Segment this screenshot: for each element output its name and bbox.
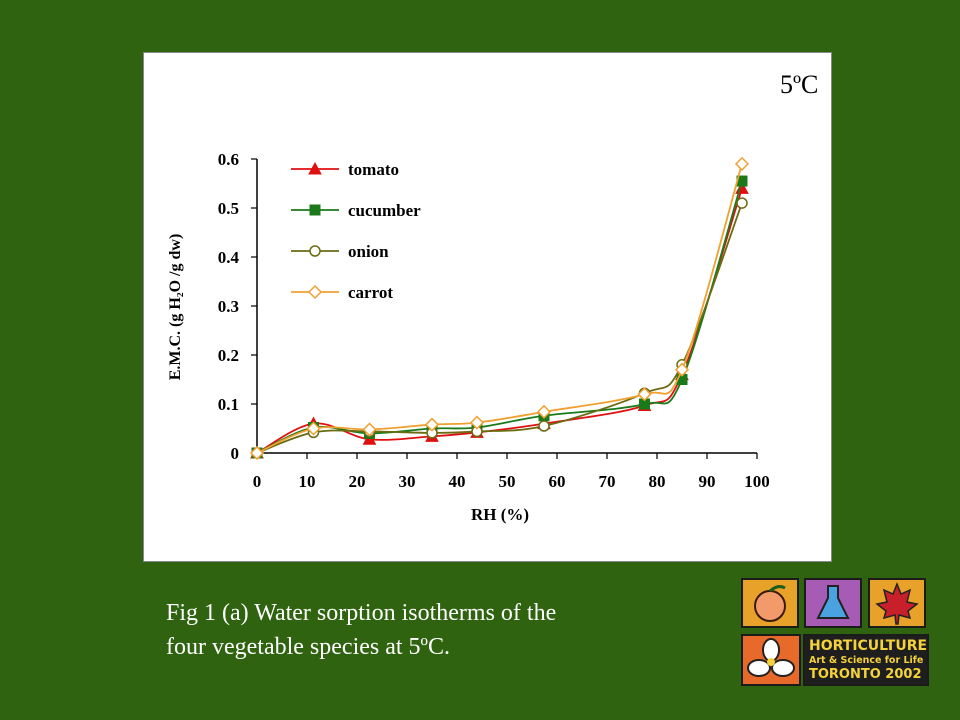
legend-label: tomato (348, 160, 399, 179)
data-point-carrot (536, 404, 552, 419)
legend-item-carrot: carrot (291, 283, 393, 302)
data-point-carrot (469, 415, 485, 430)
logo-text-band: HORTICULTURE Art & Science for Life TORO… (803, 634, 929, 686)
caption-line-1: Fig 1 (a) Water sorption isotherms of th… (166, 600, 557, 626)
series-line-cucumber (256, 180, 743, 454)
data-point-carrot (674, 362, 690, 377)
maple-leaf-icon (868, 578, 926, 628)
chart-axes: 0 10 20 30 40 50 60 70 80 90 100 0 0.1 0.2 0.3 0.4 0.5 0.… (218, 150, 770, 491)
series-carrot (249, 156, 750, 461)
x-tick-label: 20 (349, 472, 366, 491)
data-point-carrot (249, 445, 265, 461)
x-tick-label: 0 (253, 472, 262, 491)
peach-icon (741, 578, 799, 628)
legend-label: cucumber (348, 201, 421, 220)
legend-marker (309, 245, 321, 257)
series-tomato (250, 181, 749, 459)
chart-legend: tomato cucumber onion carrot (291, 160, 421, 302)
flask-icon (804, 578, 862, 628)
logo-line-1: HORTICULTURE (809, 638, 928, 654)
data-point-carrot (637, 387, 652, 402)
y-tick-label: 0 (231, 444, 240, 463)
data-point-carrot (306, 421, 321, 436)
series-cucumber (251, 175, 748, 459)
y-tick-label: 0.5 (218, 199, 239, 218)
legend-marker (307, 284, 323, 300)
figure-caption: Fig 1 (a) Water sorption isotherms of th… (166, 596, 726, 664)
chart-title: 5ºC (780, 70, 818, 99)
caption-line-2: four vegetable species at 5ºC. (166, 634, 451, 660)
chart-svg: 0 10 20 30 40 50 60 70 80 90 100 0 0.1 0.2 0.3 0.4 0.5 0.… (167, 70, 818, 524)
data-point-carrot (734, 156, 750, 171)
y-tick-label: 0.6 (218, 150, 239, 169)
series-line-tomato (256, 188, 743, 454)
horticulture-logo: HORTICULTURE Art & Science for Life TORO… (741, 578, 929, 686)
y-tick-label: 0.4 (218, 248, 240, 267)
legend-marker (308, 161, 322, 175)
logo-line-2: Art & Science for Life (809, 655, 924, 666)
legend-label: carrot (348, 283, 393, 302)
series-line-carrot (256, 163, 743, 454)
x-tick-label: 90 (699, 472, 716, 491)
trillium-icon (741, 634, 801, 686)
legend-item-onion: onion (291, 242, 389, 261)
data-point-onion (538, 420, 550, 432)
chart-series-layer (249, 156, 750, 461)
legend-item-tomato: tomato (291, 160, 399, 179)
x-tick-label: 10 (299, 472, 316, 491)
y-axis-label: E.M.C. (g H₂O /g dw) (167, 234, 184, 381)
chart-panel: 0 10 20 30 40 50 60 70 80 90 100 0 0.1 0.2 0.3 0.4 0.5 0.… (143, 52, 832, 562)
y-tick-label: 0.3 (218, 297, 239, 316)
x-tick-label: 100 (744, 472, 770, 491)
legend-item-cucumber: cucumber (291, 201, 421, 220)
x-tick-label: 70 (599, 472, 616, 491)
legend-label: onion (348, 242, 389, 261)
x-tick-label: 60 (549, 472, 566, 491)
legend-marker (309, 204, 321, 216)
logo-line-3: TORONTO 2002 (809, 667, 922, 682)
x-tick-label: 50 (499, 472, 516, 491)
x-tick-label: 40 (449, 472, 466, 491)
x-axis-label: RH (%) (471, 505, 529, 524)
series-line-onion (256, 202, 743, 454)
data-point-onion (736, 197, 748, 209)
x-tick-label: 80 (649, 472, 666, 491)
data-point-carrot (424, 417, 440, 432)
y-tick-label: 0.2 (218, 346, 239, 365)
y-tick-label: 0.1 (218, 395, 239, 414)
data-point-carrot (362, 422, 377, 437)
x-tick-label: 30 (399, 472, 416, 491)
